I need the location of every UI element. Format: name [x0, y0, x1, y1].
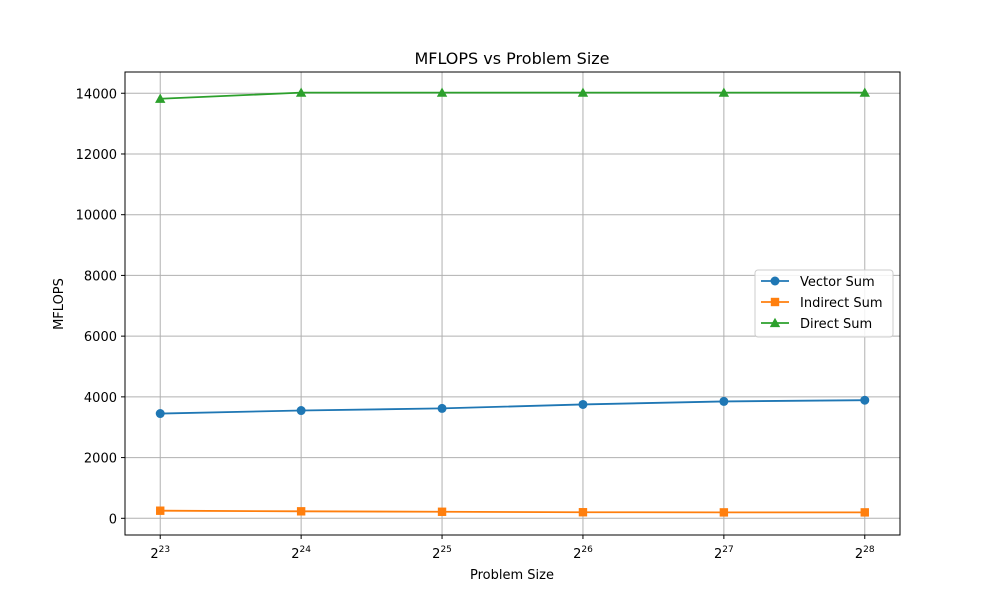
- legend-item: Indirect Sum: [761, 296, 883, 311]
- x-tick-label: 227: [714, 545, 734, 562]
- x-axis-label: Problem Size: [470, 568, 554, 583]
- x-tick-base: 2: [855, 547, 863, 562]
- series-layer: [155, 87, 870, 517]
- y-tick-label: 4000: [84, 391, 117, 406]
- data-point: [719, 508, 729, 517]
- legend-box: [754, 269, 894, 338]
- x-tick-label: 226: [573, 545, 593, 562]
- chart-title: MFLOPS vs Problem Size: [414, 49, 609, 68]
- data-point: [156, 506, 165, 515]
- x-tick-base: 2: [573, 547, 581, 562]
- data-point: [578, 508, 588, 517]
- x-tick-base: 2: [714, 547, 722, 562]
- x-tick-label: 224: [291, 545, 311, 562]
- data-point: [578, 399, 588, 409]
- y-tick-label: 2000: [84, 452, 117, 467]
- data-point: [859, 87, 870, 97]
- x-tick-base: 2: [432, 547, 440, 562]
- legend-marker: [769, 317, 781, 328]
- data-point: [296, 507, 306, 516]
- data-point: [437, 403, 447, 413]
- series-line: [160, 399, 865, 415]
- plot-frame: [124, 71, 901, 536]
- x-tick-exponent: 24: [300, 545, 312, 555]
- x-tick-exponent: 23: [159, 545, 170, 555]
- data-point: [860, 508, 869, 517]
- series-direct-sum: [155, 87, 870, 103]
- legend-marker: [770, 297, 780, 307]
- legend-label: Indirect Sum: [800, 296, 883, 311]
- data-point: [718, 87, 730, 97]
- data-point: [577, 87, 589, 97]
- legend: Vector Sum Indirect Sum Direct Sum: [754, 269, 894, 338]
- data-point: [719, 396, 729, 406]
- series-indirect-sum: [156, 506, 869, 517]
- y-tick-label: 6000: [84, 330, 117, 345]
- data-point: [436, 87, 448, 97]
- y-tick-label: 12000: [76, 148, 117, 163]
- y-axis-label: MFLOPS: [52, 278, 67, 330]
- legend-item: Vector Sum: [761, 275, 875, 290]
- x-tick-exponent: 27: [722, 545, 733, 555]
- x-tick-label: 223: [150, 545, 170, 562]
- data-point: [155, 409, 165, 419]
- series-vector-sum: [155, 395, 870, 419]
- x-tick-exponent: 28: [863, 545, 875, 555]
- series-line: [160, 91, 865, 100]
- legend-item: Direct Sum: [761, 317, 872, 332]
- data-point: [437, 507, 447, 516]
- data-point: [295, 87, 307, 97]
- series-line: [160, 509, 865, 514]
- x-tick-label: 228: [855, 545, 875, 562]
- y-tick-label: 14000: [76, 87, 117, 102]
- legend-label: Direct Sum: [800, 317, 872, 332]
- y-tick-label: 8000: [84, 269, 117, 284]
- legend-label: Vector Sum: [800, 275, 875, 290]
- legend-marker: [770, 276, 780, 286]
- y-tick-label: 10000: [76, 209, 117, 224]
- x-tick-label: 225: [432, 545, 452, 562]
- y-tick-label: 0: [109, 512, 117, 527]
- x-tick-exponent: 25: [440, 545, 451, 555]
- x-tick-base: 2: [291, 547, 299, 562]
- x-tick-base: 2: [150, 547, 158, 562]
- data-point: [296, 406, 306, 416]
- data-point: [860, 395, 870, 405]
- x-tick-exponent: 26: [581, 545, 593, 555]
- data-point: [155, 93, 166, 103]
